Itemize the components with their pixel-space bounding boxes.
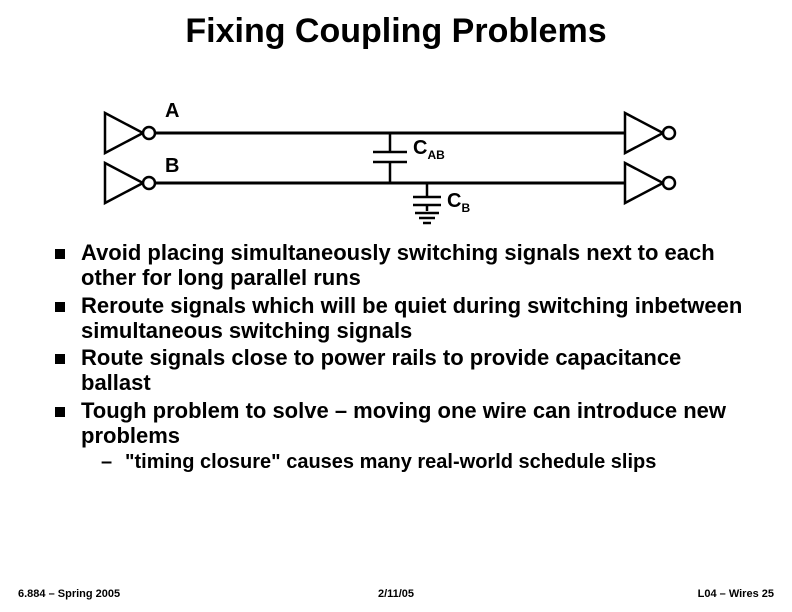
label-CB-sub: B [461, 201, 470, 215]
bullet-4-sub: "timing closure" causes many real-world … [81, 450, 752, 474]
bullet-3: Route signals close to power rails to pr… [55, 345, 752, 396]
label-B: B [165, 155, 179, 178]
footer-right: L04 – Wires 25 [698, 588, 774, 600]
footer-center: 2/11/05 [0, 588, 792, 600]
slide-title: Fixing Coupling Problems [0, 0, 792, 51]
label-CB-main: C [447, 190, 461, 212]
bullet-4: Tough problem to solve – moving one wire… [55, 398, 752, 475]
label-CB: CB [447, 190, 470, 215]
label-CAB: CAB [413, 137, 445, 162]
diagram-svg [95, 95, 695, 230]
coupling-diagram: A B CAB CB [95, 95, 695, 225]
bullet-4-text: Tough problem to solve – moving one wire… [81, 398, 726, 448]
slide: Fixing Coupling Problems [0, 0, 792, 612]
label-A: A [165, 100, 179, 123]
bullet-list: Avoid placing simultaneously switching s… [55, 240, 752, 476]
bullet-2: Reroute signals which will be quiet duri… [55, 293, 752, 344]
label-CAB-main: C [413, 137, 427, 159]
bullet-1: Avoid placing simultaneously switching s… [55, 240, 752, 291]
label-CAB-sub: AB [427, 148, 444, 162]
